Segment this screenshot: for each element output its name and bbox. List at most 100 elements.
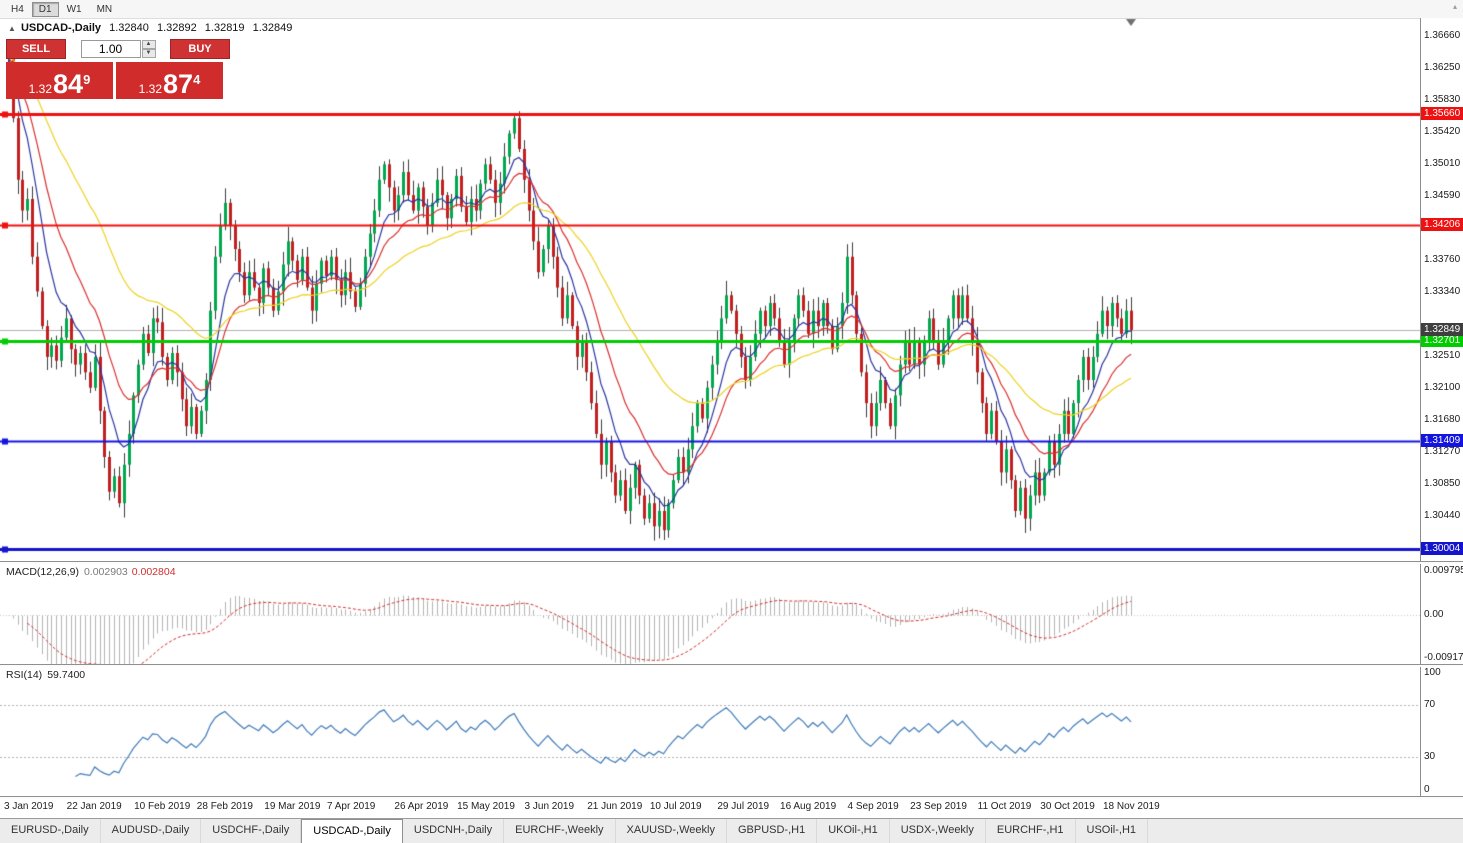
open-value: 1.32840	[109, 22, 149, 34]
timeframe-button-h4[interactable]: H4	[4, 2, 31, 17]
pane-divider[interactable]	[0, 561, 1463, 564]
date-axis-label: 11 Oct 2019	[977, 801, 1032, 812]
chart-tab-usdx-weekly[interactable]: USDX-,Weekly	[890, 819, 986, 843]
rsi-axis-label: 0	[1424, 784, 1430, 795]
price-axis-tick: 1.30850	[1424, 477, 1461, 489]
chart-tab-xauusd-weekly[interactable]: XAUUSD-,Weekly	[616, 819, 727, 843]
sell-price[interactable]: 1.32 84 9	[6, 62, 113, 99]
buy-price-sup: 4	[193, 72, 201, 87]
buy-price[interactable]: 1.32 87 4	[116, 62, 223, 99]
chart-tab-audusd-daily[interactable]: AUDUSD-,Daily	[101, 819, 202, 843]
current-price-badge: 1.32849	[1421, 323, 1463, 336]
chart-tab-usoil-h1[interactable]: USOil-,H1	[1076, 819, 1149, 843]
date-axis-label: 21 Jun 2019	[587, 801, 643, 812]
price-axis-tick: 1.35830	[1424, 94, 1461, 106]
macd-indicator-canvas[interactable]	[0, 563, 1420, 664]
price-axis-tick: 1.34590	[1424, 189, 1461, 201]
ohlc-header: ▲ USDCAD-,Daily 1.32840 1.32892 1.32819 …	[8, 22, 292, 34]
sell-price-big: 84	[53, 69, 84, 99]
volume-spin-buttons: ▲ ▼	[141, 40, 156, 58]
timeframe-toolbar: H4 D1 W1 MN ▴	[0, 0, 1463, 19]
volume-increase-button[interactable]: ▲	[141, 40, 156, 49]
price-axis-tick: 1.36250	[1424, 62, 1461, 74]
date-axis-label: 19 Mar 2019	[264, 801, 321, 812]
rsi-indicator-canvas[interactable]	[0, 666, 1420, 796]
chart-tab-usdcnh-daily[interactable]: USDCNH-,Daily	[403, 819, 505, 843]
price-axis-tick: 1.35420	[1424, 125, 1461, 137]
price-axis-tick: 1.35010	[1424, 157, 1461, 169]
volume-decrease-button[interactable]: ▼	[141, 49, 156, 58]
rsi-header: RSI(14) 59.7400	[6, 669, 85, 681]
price-chart-canvas[interactable]	[0, 18, 1420, 561]
sell-button[interactable]: SELL	[6, 39, 66, 59]
close-value: 1.32849	[252, 22, 293, 34]
date-axis-label: 10 Feb 2019	[134, 801, 191, 812]
pane-divider[interactable]	[0, 664, 1463, 667]
chart-tab-eurusd-daily[interactable]: EURUSD-,Daily	[0, 819, 101, 843]
toolbar-overflow-icon[interactable]: ▴	[1452, 2, 1457, 11]
macd-main-value: 0.002903	[83, 566, 128, 578]
date-axis-label: 3 Jan 2019	[4, 801, 54, 812]
date-axis-label: 16 Aug 2019	[780, 801, 837, 812]
macd-axis-label: 0.009795	[1424, 565, 1463, 576]
symbol-label: USDCAD-,Daily	[20, 22, 102, 34]
timeframe-buttons: H4 D1 W1 MN	[4, 1, 120, 17]
chart-tab-eurchf-weekly[interactable]: EURCHF-,Weekly	[504, 819, 616, 843]
price-line-badge: 1.34206	[1421, 218, 1463, 232]
date-axis-label: 4 Sep 2019	[847, 801, 899, 812]
sell-price-prefix: 1.32	[28, 82, 53, 96]
date-axis-label: 30 Oct 2019	[1040, 801, 1095, 812]
price-axis-tick: 1.32510	[1424, 350, 1461, 362]
price-line-badge: 1.31409	[1421, 433, 1463, 447]
price-axis-tick: 1.33340	[1424, 286, 1461, 298]
macd-axis-label: -0.009178	[1424, 652, 1463, 663]
price-axis: 1.36660 1.36250 1.35830 1.35420 1.35010 1.345…	[1420, 18, 1463, 798]
buy-button[interactable]: BUY	[170, 39, 230, 59]
price-axis-tick: 1.30440	[1424, 509, 1461, 521]
date-axis-label: 7 Apr 2019	[326, 801, 376, 812]
timeframe-button-mn[interactable]: MN	[90, 2, 120, 17]
chart-tab-ukoil-h1[interactable]: UKOil-,H1	[817, 819, 890, 843]
buy-price-big: 87	[163, 69, 194, 99]
macd-axis-label: 0.00	[1424, 609, 1444, 621]
date-axis-label: 22 Jan 2019	[66, 801, 122, 812]
price-axis-tick: 1.31680	[1424, 414, 1461, 426]
date-axis-label: 10 Jul 2019	[649, 801, 702, 812]
timeframe-button-w1[interactable]: W1	[60, 2, 89, 17]
pane-divider[interactable]	[0, 796, 1463, 799]
rsi-axis-label: 100	[1424, 667, 1441, 678]
date-axis-label: 18 Nov 2019	[1102, 801, 1160, 812]
date-axis-label: 3 Jun 2019	[524, 801, 575, 812]
macd-header: MACD(12,26,9) 0.002903 0.002804	[6, 566, 176, 578]
chart-tab-usdchf-daily[interactable]: USDCHF-,Daily	[201, 819, 302, 843]
rsi-value: 59.7400	[47, 669, 86, 681]
one-click-collapse-icon[interactable]: ▲	[8, 24, 16, 33]
price-axis-tick: 1.32100	[1424, 381, 1461, 393]
rsi-axis-label: 70	[1424, 699, 1436, 710]
price-axis-tick: 1.36660	[1424, 30, 1461, 42]
chart-tab-usdcad-daily[interactable]: USDCAD-,Daily	[301, 819, 403, 843]
price-axis-tick: 1.31270	[1424, 445, 1461, 457]
macd-title: MACD(12,26,9)	[6, 566, 79, 578]
low-value: 1.32819	[204, 22, 245, 34]
buy-price-prefix: 1.32	[138, 82, 163, 96]
rsi-title: RSI(14)	[6, 669, 43, 681]
date-axis-label: 29 Jul 2019	[717, 801, 770, 812]
date-axis-label: 26 Apr 2019	[394, 801, 449, 812]
price-axis-tick: 1.33760	[1424, 253, 1461, 265]
trade-controls-row: SELL ▲ ▼ BUY	[6, 38, 230, 60]
price-line-badge: 1.30004	[1421, 542, 1463, 556]
date-axis: 3 Jan 2019 22 Jan 2019 10 Feb 2019 28 Feb 2…	[0, 798, 1463, 818]
timeframe-button-d1[interactable]: D1	[31, 1, 59, 17]
date-axis-label: 28 Feb 2019	[196, 801, 253, 812]
chart-tab-eurchf-h1[interactable]: EURCHF-,H1	[986, 819, 1076, 843]
date-axis-label: 15 May 2019	[457, 801, 515, 812]
volume-input[interactable]	[80, 40, 141, 58]
high-value: 1.32892	[156, 22, 197, 34]
sell-price-sup: 9	[83, 72, 91, 87]
rsi-axis-label: 30	[1424, 751, 1436, 762]
chart-tab-gbpusd-h1[interactable]: GBPUSD-,H1	[727, 819, 818, 843]
date-axis-label: 23 Sep 2019	[910, 801, 967, 812]
